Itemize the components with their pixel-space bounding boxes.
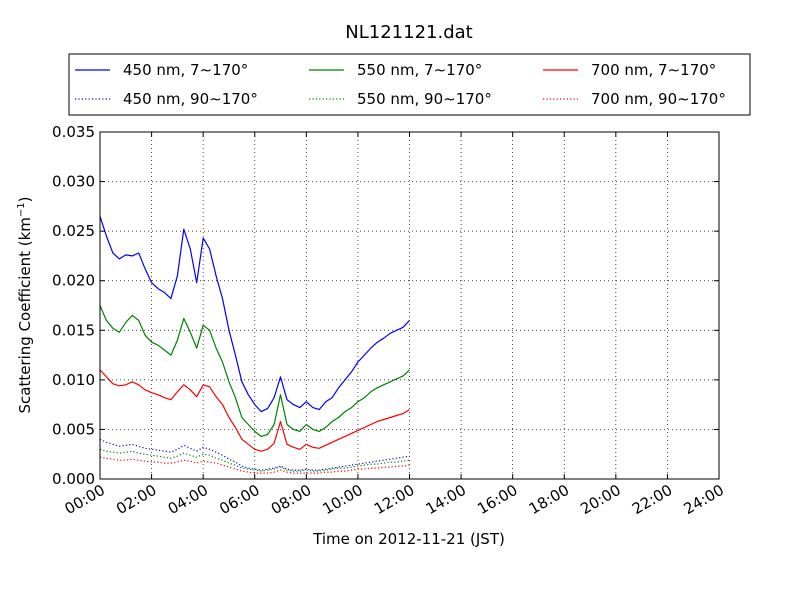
x-tick-label: 18:00 [526,481,572,518]
x-tick-label: 20:00 [577,481,623,518]
y-tick-label: 0.000 [52,470,95,488]
x-tick-label: 16:00 [474,481,520,518]
y-tick-label: 0.005 [52,420,95,438]
x-tick-label: 12:00 [371,481,417,518]
y-tick-label: 0.035 [52,123,95,141]
x-tick-label: 06:00 [216,481,262,518]
x-tick-label: 08:00 [268,481,314,518]
y-axis-label-close: ) [16,196,34,202]
y-axis-label-main: Scattering Coefficient (km [16,217,34,413]
chart-title: NL121121.dat [345,22,472,43]
ticks [99,131,720,480]
legend-label-5: 700 nm, 90∼170° [591,90,726,108]
legend-label-2: 700 nm, 7∼170° [591,61,716,79]
y-tick-label: 0.015 [52,321,95,339]
legend: 450 nm, 7∼170° 550 nm, 7∼170° 700 nm, 7∼17… [68,53,751,116]
legend-label-3: 450 nm, 90∼170° [123,90,258,108]
y-tick-label: 0.010 [52,371,95,389]
series-group [99,216,410,474]
legend-frame [68,53,751,116]
x-axis-label: Time on 2012-11-21 (JST) [312,530,505,548]
legend-label-4: 550 nm, 90∼170° [357,90,492,108]
y-axis-label-exponent: −1 [16,202,27,217]
x-tick-label: 02:00 [113,481,159,518]
x-tick-label: 22:00 [629,481,675,518]
y-tick-label: 0.030 [52,173,95,191]
x-tick-label: 14:00 [423,481,469,518]
grid [99,131,720,480]
x-tick-label: 24:00 [681,481,727,518]
legend-label-1: 550 nm, 7∼170° [357,61,482,79]
y-tick-label: 0.020 [52,272,95,290]
series-line-0 [99,216,410,413]
series-line-1 [99,305,410,437]
legend-label-0: 450 nm, 7∼170° [123,61,248,79]
series-line-5 [99,456,410,474]
series-line-3 [99,438,410,471]
x-tick-label: 10:00 [319,481,365,518]
y-tick-label: 0.025 [52,222,95,240]
series-line-4 [99,448,410,472]
y-axis-label: Scattering Coefficient (km−1) [16,196,34,413]
y-tick-labels: 0.000 0.005 0.010 0.015 0.020 0.025 0.030 0.035 [52,123,95,488]
x-tick-label: 04:00 [165,481,211,518]
series-line-2 [99,369,410,452]
x-tick-labels: 00:00 02:00 04:00 06:00 08:00 10:00 12:00 14:00… [62,481,727,518]
